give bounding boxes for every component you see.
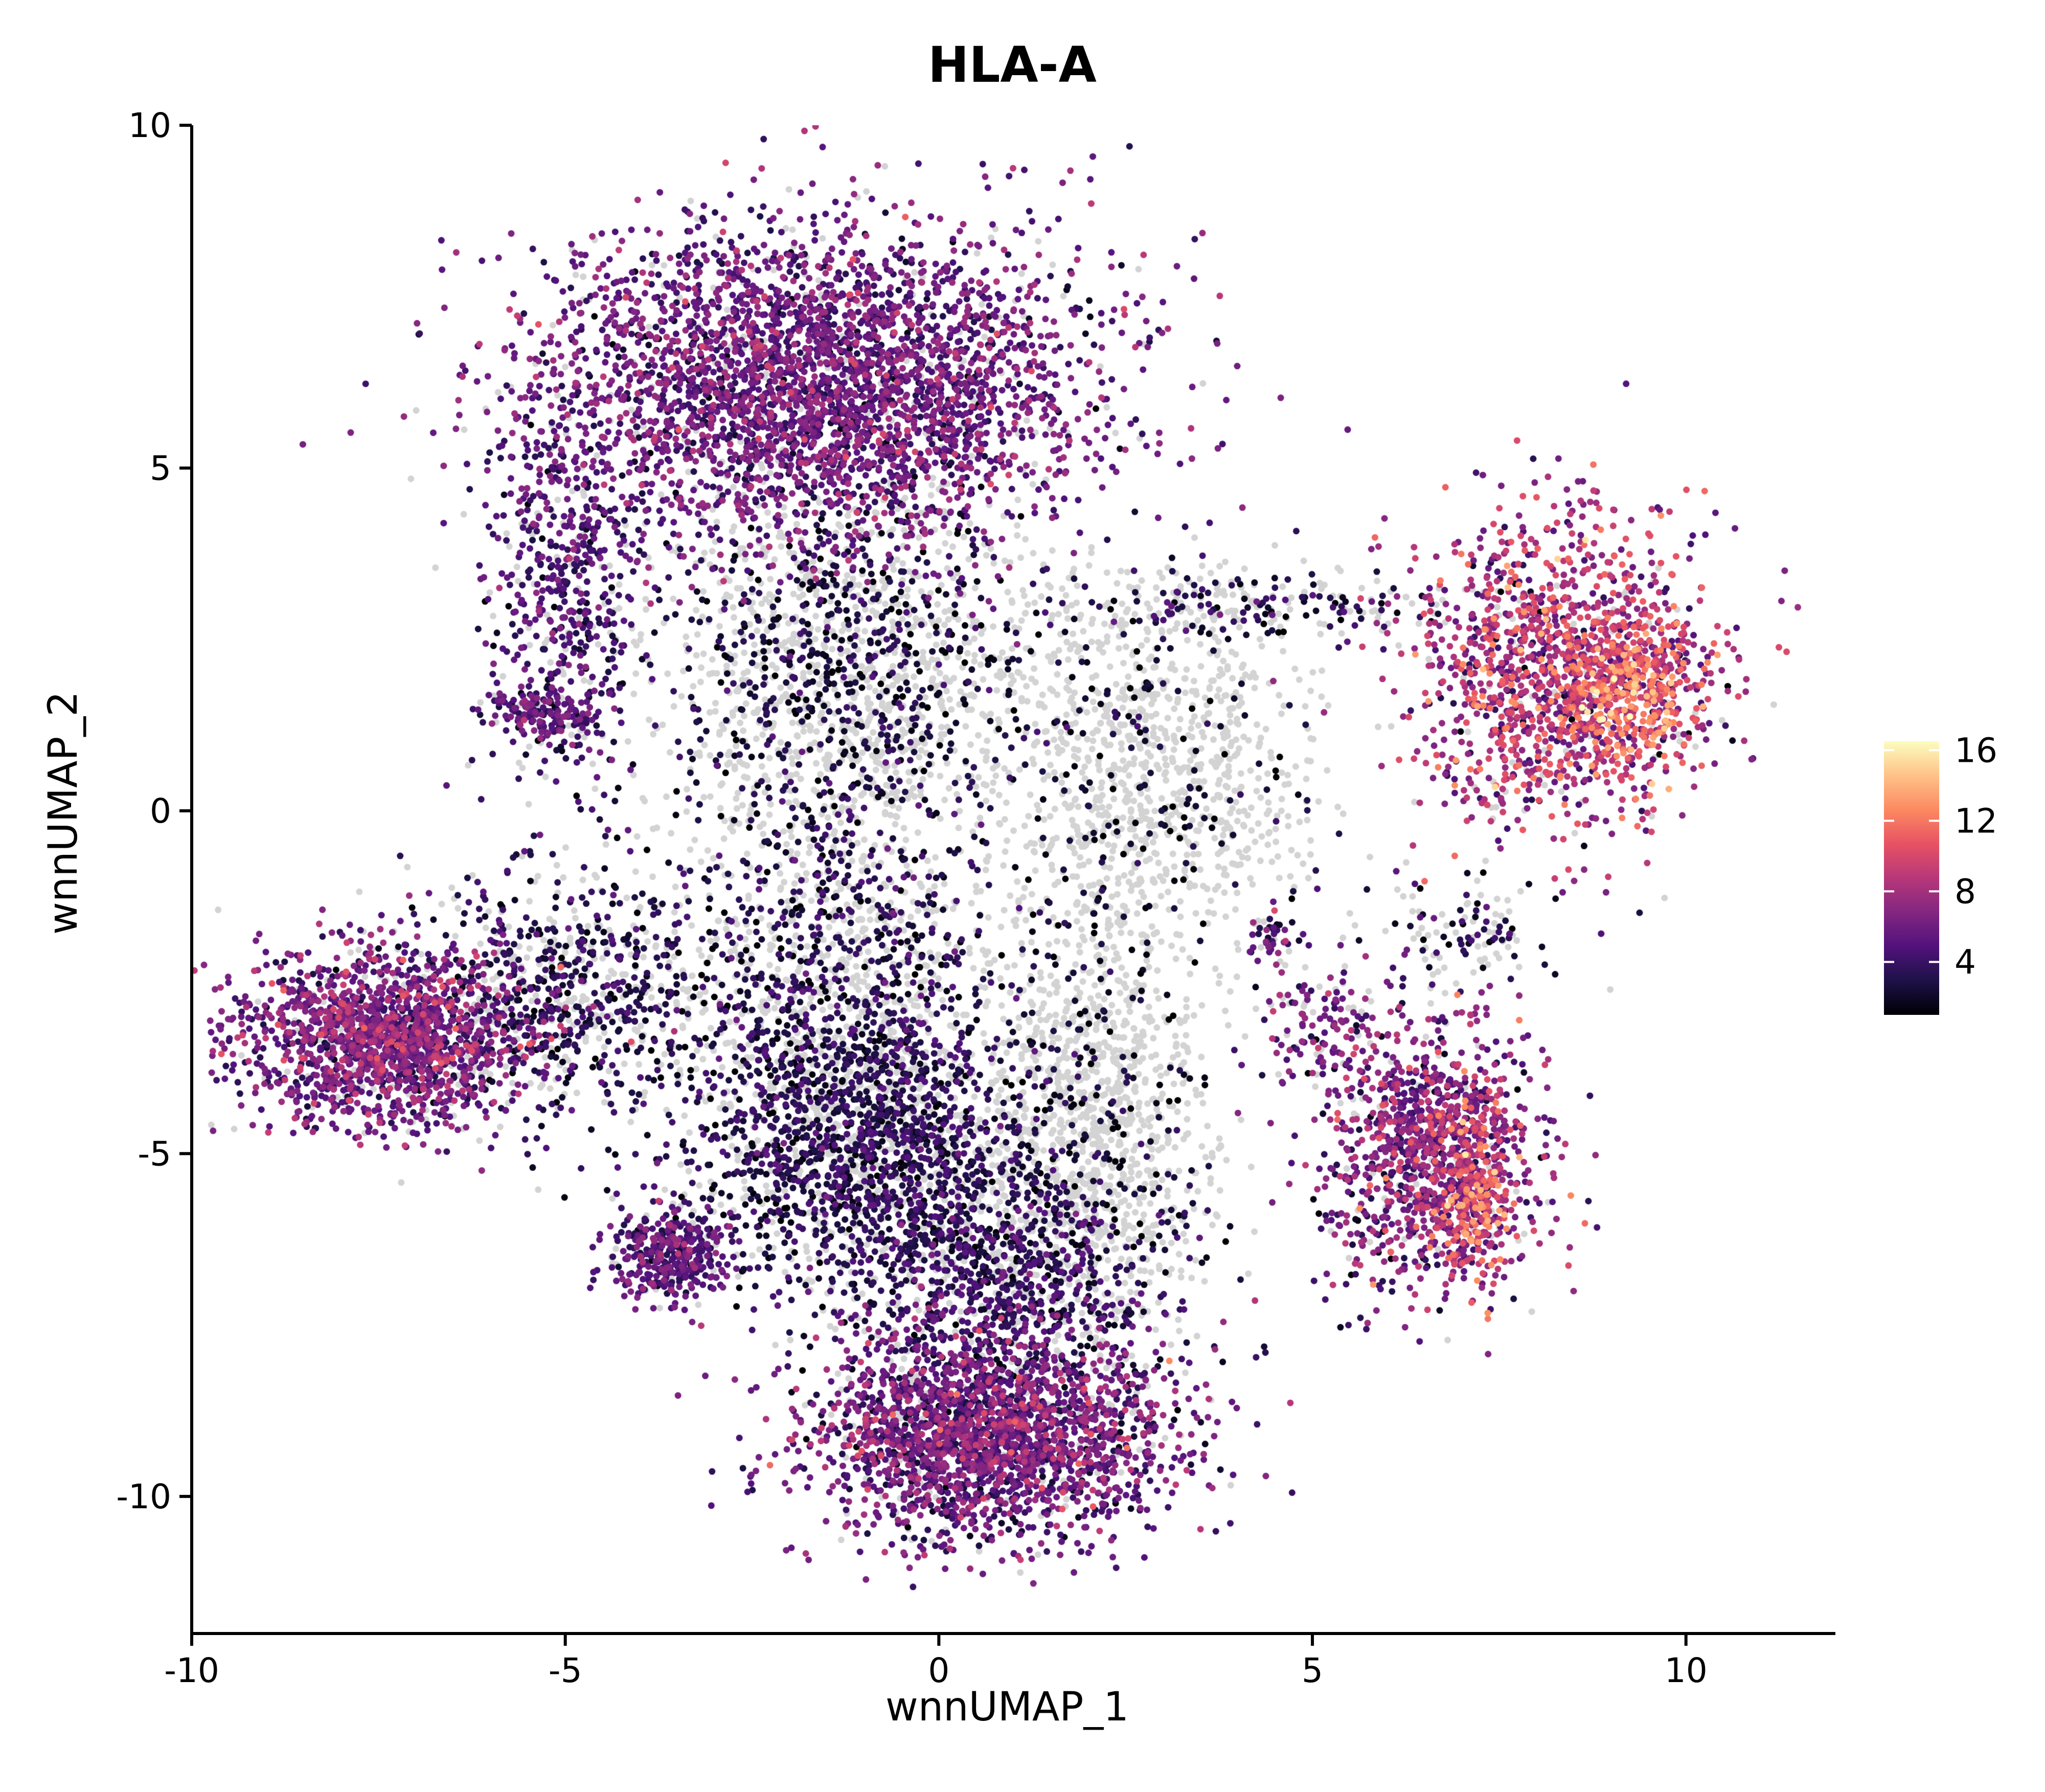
- y-tick-label: 0: [150, 791, 171, 831]
- y-tick-label: 10: [128, 106, 171, 145]
- scatter-point-cloud: [192, 125, 1835, 1634]
- colorbar-tick-label: 12: [1955, 801, 1997, 841]
- colorbar: [1884, 741, 1939, 1015]
- y-tick-label: -5: [138, 1134, 171, 1173]
- x-tick-label: -5: [549, 1651, 582, 1690]
- colorbar-tick-label: 8: [1955, 872, 1976, 911]
- scatter-points: [192, 125, 1835, 1634]
- x-tick-label: 0: [928, 1651, 949, 1690]
- axes: -10 -5 0 5 10 -10 -5 0 5 10: [116, 106, 1835, 1690]
- y-tick-label: -10: [116, 1477, 171, 1516]
- x-axis-label: wnnUMAP_1: [885, 1684, 1129, 1730]
- x-tick-label: -10: [164, 1651, 219, 1690]
- y-axis-label: wnnUMAP_2: [40, 691, 86, 935]
- colorbar-tick-label: 4: [1955, 942, 1976, 982]
- y-tick-label: 5: [150, 448, 171, 488]
- colorbar-legend: 4 8 12 16: [1884, 731, 1997, 1015]
- chart-title: HLA-A: [928, 36, 1097, 94]
- colorbar-tick-label: 16: [1955, 731, 1997, 770]
- x-tick-label: 5: [1302, 1651, 1323, 1690]
- x-tick-label: 10: [1665, 1651, 1708, 1690]
